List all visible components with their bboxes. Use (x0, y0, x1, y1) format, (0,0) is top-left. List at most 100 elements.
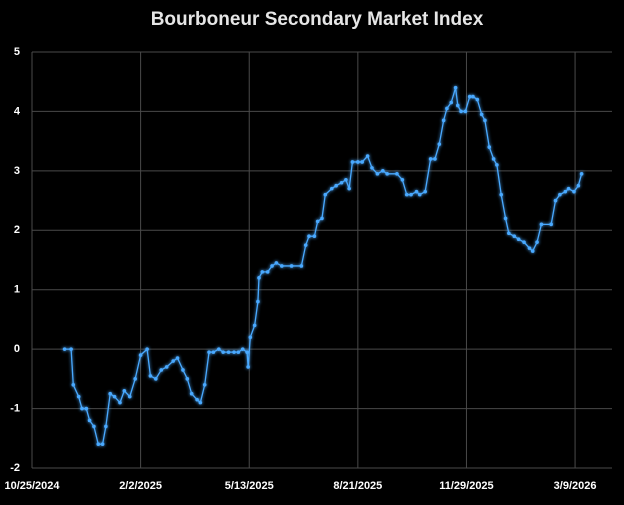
point (195, 397, 199, 402)
point (417, 192, 422, 197)
point (414, 189, 419, 194)
point (467, 94, 472, 99)
point (62, 347, 67, 351)
point (198, 400, 203, 405)
point (154, 377, 158, 381)
point (159, 368, 164, 372)
point (148, 374, 153, 378)
point (100, 442, 105, 447)
point (240, 347, 245, 351)
point (171, 359, 175, 363)
point (499, 192, 504, 197)
point (558, 192, 562, 197)
y-tick-label: 5 (14, 46, 20, 58)
x-tick-label: 11/29/2025 (439, 480, 493, 492)
point (164, 365, 169, 369)
line (64, 87, 583, 445)
point (566, 186, 571, 191)
series (62, 85, 584, 447)
point (530, 249, 535, 253)
point (260, 270, 265, 274)
point (370, 166, 374, 170)
point (441, 118, 446, 123)
point (185, 377, 190, 381)
point (437, 142, 442, 146)
point (96, 442, 101, 447)
point (221, 350, 225, 354)
point (409, 192, 413, 197)
point (471, 94, 475, 99)
point (475, 97, 480, 102)
point (202, 383, 207, 387)
point (145, 347, 149, 351)
x-tick-label: 8/21/2025 (333, 480, 382, 492)
point (71, 383, 76, 387)
point (257, 276, 261, 280)
point (375, 172, 380, 176)
point (535, 240, 539, 244)
point (491, 157, 496, 161)
point (265, 270, 270, 274)
point (360, 160, 364, 164)
x-tick-label: 10/25/2024 (4, 480, 60, 492)
y-tick-label: 2 (14, 224, 20, 236)
point (256, 299, 260, 304)
point (479, 112, 484, 117)
point (226, 350, 231, 354)
y-tick-label: -2 (10, 462, 20, 474)
y-tick-label: 4 (14, 105, 21, 117)
point (232, 350, 236, 354)
point (122, 388, 127, 393)
point (133, 377, 137, 381)
point (516, 237, 521, 241)
point (270, 264, 274, 268)
point (365, 154, 370, 158)
point (334, 183, 338, 188)
point (423, 189, 427, 194)
point (127, 394, 132, 399)
point (453, 85, 458, 90)
point (211, 350, 216, 354)
y-tick-label: 3 (14, 165, 20, 177)
point (87, 418, 92, 423)
point (483, 118, 487, 123)
point (280, 264, 284, 268)
point (549, 222, 553, 227)
point (315, 219, 320, 224)
point (385, 172, 389, 176)
point (487, 145, 492, 149)
point (138, 353, 143, 357)
point (307, 234, 311, 239)
point (495, 163, 499, 167)
point (445, 106, 449, 111)
point (344, 177, 348, 182)
y-tick-label: -1 (10, 402, 20, 414)
point (576, 183, 581, 188)
point (312, 234, 317, 239)
point (563, 189, 568, 194)
point (246, 365, 250, 369)
point (428, 157, 433, 161)
x-tick-label: 3/9/2026 (554, 480, 597, 492)
point (455, 103, 460, 108)
point (463, 109, 468, 114)
point (104, 424, 108, 429)
point (329, 186, 334, 191)
point (449, 100, 454, 105)
point (69, 347, 73, 351)
point (400, 177, 405, 182)
point (207, 350, 211, 354)
point (76, 394, 81, 399)
point (339, 180, 344, 185)
point (303, 243, 308, 247)
point (527, 246, 532, 250)
point (245, 350, 249, 354)
point (579, 172, 584, 176)
point (108, 391, 113, 396)
point (522, 240, 526, 244)
point (507, 231, 511, 236)
point (236, 350, 241, 354)
point (404, 192, 409, 197)
point (433, 157, 437, 161)
